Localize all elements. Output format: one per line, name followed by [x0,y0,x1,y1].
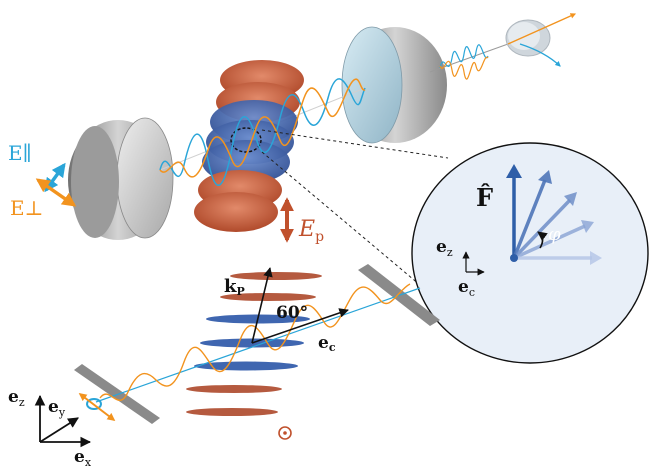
ep-label: Ep [298,217,324,245]
bottom-wave-orange [99,283,411,401]
transmitted-cyan-arrow [519,43,561,67]
f-arrow-4 [513,224,586,260]
zoom-region-circle [230,127,262,153]
kp-arrow [251,267,273,344]
lattice-bar-red [186,385,282,393]
ec-arrow [251,308,349,344]
cavity-wave-cyan [159,78,366,186]
lattice-disk-red [194,192,278,232]
inset-ez-label: ez [436,237,453,259]
left-mirror [68,117,174,240]
f-hat-label: F̂ [476,183,493,212]
lattice-bar-red [230,272,322,280]
angle-60-label: 60° [276,303,308,323]
lattice-bar-red [220,293,316,301]
bottom-lattice [186,272,322,416]
phi-label: φ [548,224,561,245]
e-parallel-label: E∥ [8,141,32,165]
axis-ez-label: ez [8,387,25,409]
inset-ec-label: ec [458,277,475,299]
beam-splitter [505,19,551,57]
axis-ex-label: ex [74,447,92,469]
cavity-wave-orange [159,78,366,178]
optical-lattice-stack [194,60,304,232]
e-perp-label: E⊥ [10,196,43,220]
lattice-bar-red [186,408,278,416]
lattice-bar-blue [194,361,298,371]
right-mirror [341,26,447,144]
dot-circle-icon [278,426,292,440]
zoom-line-top [261,129,449,159]
bottom-orange-polarization [78,393,116,421]
axis-ey-arrow [39,417,79,443]
reflected-orange-arrow [507,13,577,45]
bottom-beam-cyan [95,287,421,403]
coordinate-axes [34,394,92,448]
zoom-line-bottom [261,151,421,286]
ec-label: ec [318,333,336,354]
axis-ey-label: ey [48,397,66,419]
phi-arc [537,231,548,249]
f-arrow-2 [512,179,547,259]
inset-circle [411,142,649,364]
f-arrow-3 [512,198,572,260]
wave-packet [439,44,489,80]
e-perp-arrow [35,178,77,207]
kp-label: kP [224,276,245,298]
